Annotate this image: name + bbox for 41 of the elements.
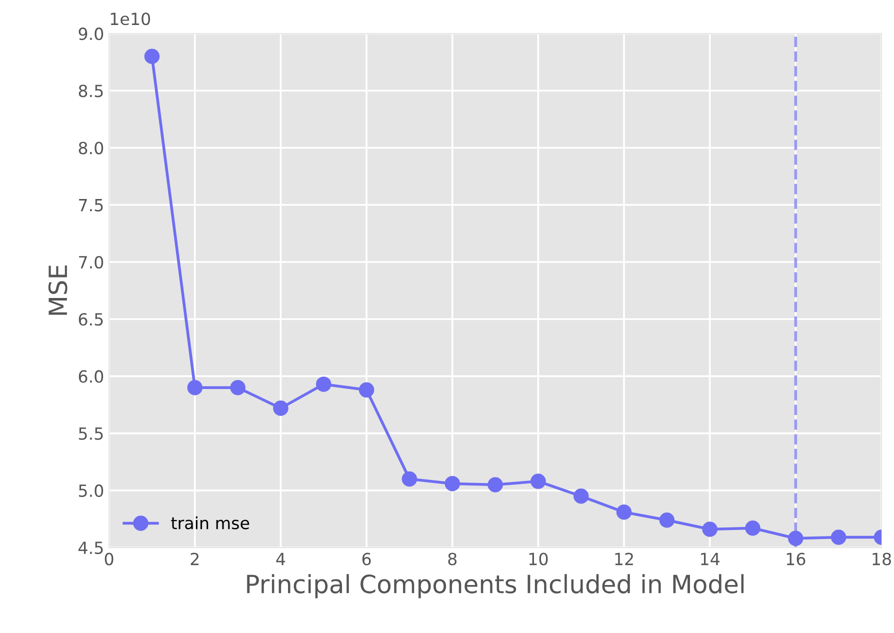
point (273, 400, 288, 416)
x-tick-label: 6 (362, 552, 371, 566)
x-tick-label: 12 (615, 552, 633, 566)
point (830, 530, 846, 545)
point (187, 380, 203, 396)
point (659, 512, 675, 528)
y-tick-label: 6.0 (78, 370, 104, 383)
y-tick-label: 5.0 (78, 484, 104, 498)
x-tick-label: 18 (872, 552, 891, 566)
x-tick-label: 4 (276, 552, 286, 566)
x-axis-title: Principal Components Included in Model (247, 574, 744, 598)
point (316, 376, 332, 392)
x-tick-label: 8 (448, 552, 457, 566)
y-tick-label: 6.5 (78, 313, 103, 326)
y-tick-label: 8.5 (78, 84, 103, 98)
point (530, 474, 546, 489)
legend-label: train mse (171, 516, 250, 530)
point (616, 504, 632, 520)
point (358, 382, 374, 398)
y-tick-label: 8.0 (78, 142, 104, 154)
x-tick-label: 16 (786, 552, 806, 566)
y-tick-label: 4.5 (78, 542, 103, 554)
x-tick-label: 14 (701, 552, 720, 566)
point (573, 488, 589, 504)
point (702, 522, 718, 537)
point (444, 476, 460, 492)
point (402, 471, 418, 487)
text: 1e10 (110, 12, 150, 26)
y-tick-label: 5.5 (78, 428, 103, 440)
x-tick-label: 10 (529, 552, 548, 566)
point (488, 477, 503, 492)
point (745, 520, 760, 536)
point (788, 530, 804, 546)
y-tick-label: 7.5 (79, 199, 103, 212)
x-tick-label: 2 (190, 552, 199, 566)
y-tick-label: 9.0 (78, 28, 104, 40)
point (144, 48, 160, 64)
y-tick-label: 7.0 (79, 256, 104, 269)
y-axis-title: MSE (48, 266, 68, 315)
point (230, 380, 246, 396)
x-tick-label: 0 (104, 552, 114, 566)
